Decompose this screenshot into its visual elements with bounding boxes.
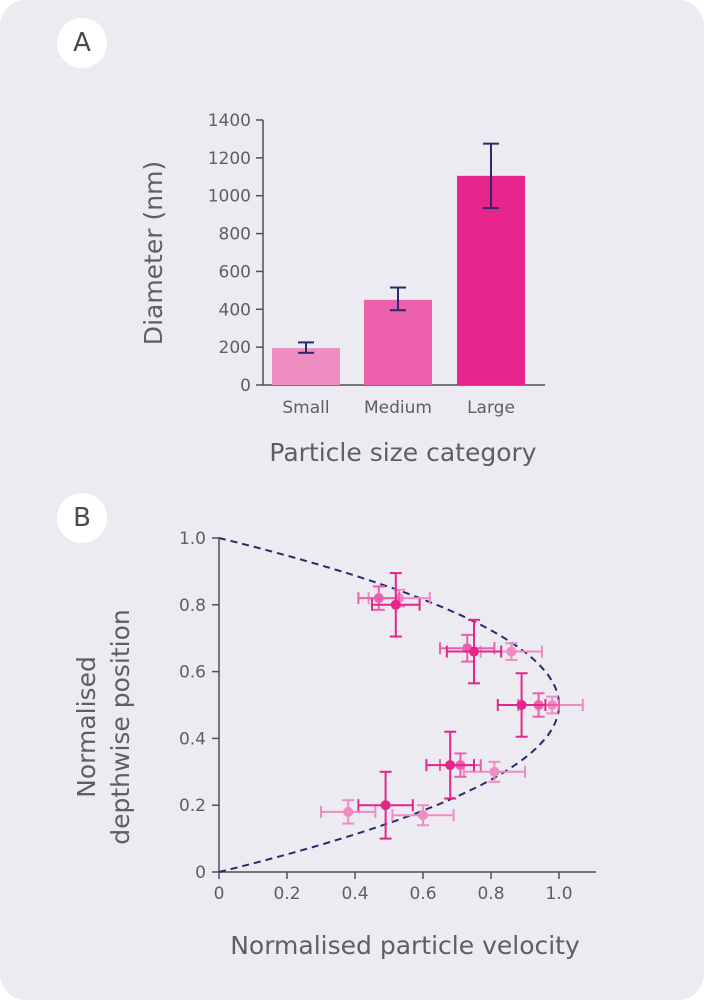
x-tick-label: 0.2 — [273, 884, 300, 904]
y-tick-label: 1200 — [208, 149, 251, 169]
y-tick-label: 800 — [219, 225, 251, 245]
x-tick-label: 0.6 — [409, 884, 436, 904]
scatter-chart-b: 0 0.2 0.4 0.6 0.8 1.0 0 0.2 0.4 0.6 0.8 1.0 Normalis… — [72, 529, 596, 960]
data-point — [343, 806, 354, 817]
data-point — [516, 700, 527, 710]
y-tick-label: 600 — [219, 262, 251, 282]
panel-b-badge: B — [57, 493, 107, 543]
data-point — [418, 810, 428, 821]
y-tick-label: 400 — [219, 300, 251, 320]
bar — [457, 175, 525, 385]
y-axis-title: Normalised depthwise position — [72, 609, 135, 845]
y-tick-label: 0 — [195, 863, 206, 883]
y-tick-label: 0 — [240, 376, 251, 396]
y-axis-title: Diameter (nm) — [139, 161, 168, 345]
data-point — [390, 599, 401, 610]
x-tick-label: 0.8 — [477, 884, 504, 904]
y-axis-title-line: depthwise position — [106, 609, 135, 845]
velocity-profile-curve — [218, 537, 561, 873]
bar-chart-a: 0 200 400 600 800 1000 1200 1400 Small Medium Larg… — [139, 111, 545, 467]
x-tick-label: 1.0 — [545, 884, 572, 904]
x-tick-label: 0 — [214, 884, 225, 904]
y-tick-label: 200 — [219, 338, 251, 358]
x-tick-label: 0.4 — [341, 884, 368, 904]
y-tick-label: 1.0 — [179, 529, 206, 549]
data-point — [373, 593, 384, 604]
category-label: Small — [282, 398, 329, 418]
data-point — [445, 760, 456, 771]
data-point — [469, 646, 479, 657]
y-tick-label: 0.2 — [179, 796, 206, 816]
x-axis-title: Particle size category — [269, 438, 536, 467]
x-axis-title: Normalised particle velocity — [230, 931, 580, 960]
data-point — [489, 766, 500, 777]
y-tick-label: 0.4 — [179, 729, 206, 749]
y-axis-title-line: Normalised — [72, 656, 101, 798]
y-tick-label: 0.8 — [179, 596, 206, 616]
bar — [364, 299, 432, 385]
data-point — [506, 646, 517, 657]
panel-a-badge: A — [57, 18, 107, 68]
category-label: Large — [467, 398, 515, 418]
category-label: Medium — [364, 398, 432, 418]
y-tick-label: 0.6 — [179, 663, 206, 683]
data-point — [380, 800, 391, 811]
bar — [272, 348, 340, 385]
y-tick-label: 1400 — [208, 111, 251, 131]
y-tick-label: 1000 — [208, 187, 251, 207]
